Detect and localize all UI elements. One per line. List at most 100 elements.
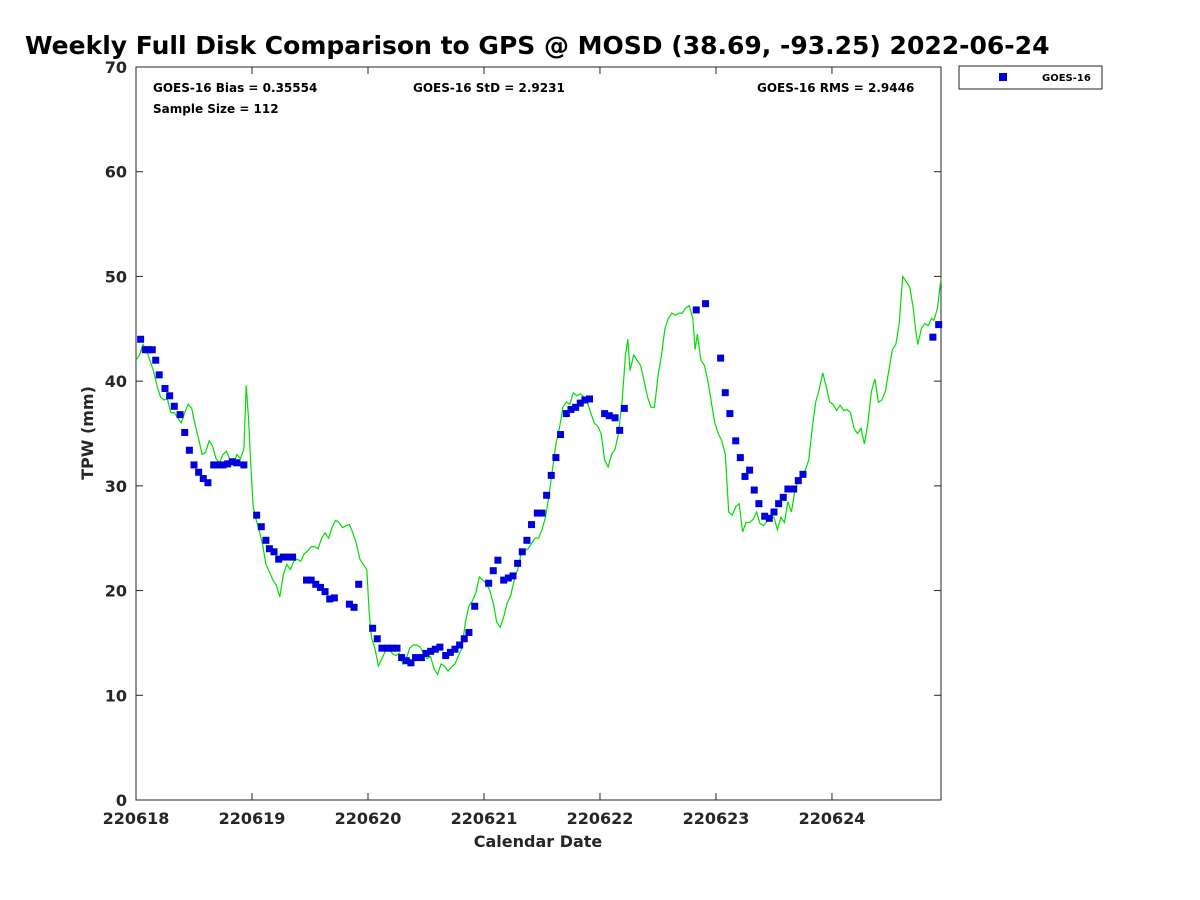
goes-16-point (557, 431, 565, 439)
goes-16-point (692, 306, 700, 314)
goes-16-point (465, 628, 473, 636)
goes-16-point (181, 428, 189, 436)
goes-16-point (228, 458, 236, 466)
goes-16-point (417, 654, 425, 662)
goes-16-point (240, 461, 248, 469)
goes-16-point (185, 446, 193, 454)
goes-16-point (431, 645, 439, 653)
x-axis-ticks: 220618 220619 220620 220621 220622 220623 2206… (103, 67, 866, 828)
goes-16-point (422, 649, 430, 657)
goes-16-point (412, 654, 420, 662)
goes-16-point (284, 553, 292, 561)
goes-16-point (611, 414, 619, 422)
goes-16-point (514, 559, 522, 567)
plot-area: 0 10 20 30 40 50 60 70 220618 220619 220620 220621… (103, 58, 943, 828)
goes-16-point (605, 412, 613, 420)
goes-16-point (616, 426, 624, 434)
goes-16-point (761, 512, 769, 520)
goes-16-point (929, 333, 937, 341)
x-axis-label: Calendar Date (474, 832, 603, 851)
goes-16-point (750, 486, 758, 494)
goes-16-point (790, 485, 798, 493)
x-tick-label: 220624 (799, 809, 866, 828)
goes-16-point (427, 647, 435, 655)
goes-16-point (494, 556, 502, 564)
y-axis-ticks: 0 10 20 30 40 50 60 70 (105, 58, 941, 810)
goes-16-point (373, 635, 381, 643)
goes-16-point (166, 392, 174, 400)
series-layer (135, 274, 943, 676)
goes-16-point (262, 536, 270, 544)
goes-16-point (388, 644, 396, 652)
goes-16-point (378, 644, 386, 652)
y-tick-label: 10 (105, 686, 127, 705)
goes-16-point (148, 346, 156, 354)
y-tick-label: 60 (105, 163, 127, 182)
goes-16-point (233, 459, 241, 467)
goes-16-point (471, 602, 479, 610)
goes-16-point (219, 461, 227, 469)
goes-16-point (765, 514, 773, 522)
goes-16-point (303, 576, 311, 584)
goes-16-point (755, 500, 763, 508)
legend-box (958, 65, 1103, 90)
goes-16-point (736, 454, 744, 462)
y-tick-label: 20 (105, 582, 127, 601)
goes-16-point (316, 583, 324, 591)
goes-16-point (451, 645, 459, 653)
legend-marker (999, 73, 1007, 81)
goes-16-point (369, 624, 377, 632)
goes-16-point (257, 523, 265, 531)
goes-16-point (407, 659, 415, 667)
rms-stat: GOES-16 RMS = 2.9446 (757, 81, 914, 95)
goes-16-point (214, 461, 222, 469)
goes-16-point (442, 651, 450, 659)
goes-16-point (775, 500, 783, 508)
goes-16-point (270, 548, 278, 556)
goes-16-point (586, 395, 594, 403)
goes-16-point (504, 574, 512, 582)
goes-16-point (355, 580, 363, 588)
goes-16-point (456, 641, 464, 649)
goes-16-point (176, 411, 184, 419)
goes-16-point (620, 404, 628, 412)
goes-16-point (799, 470, 807, 478)
bias-stat: GOES-16 Bias = 0.35554 (153, 81, 317, 95)
x-tick-label: 220620 (335, 809, 402, 828)
goes-16-point (572, 403, 580, 411)
goes-16-point (794, 477, 802, 485)
goes-16-point (726, 410, 734, 418)
goes-16-point (509, 572, 517, 580)
goes-16-point (155, 371, 163, 379)
goes-16-point (935, 321, 943, 329)
x-tick-label: 220623 (683, 809, 750, 828)
goes-16-point (190, 461, 198, 469)
goes-16-point (500, 576, 508, 584)
goes-16-point (398, 654, 406, 662)
goes-16-point (784, 485, 792, 493)
goes-16-point (402, 657, 410, 665)
goes-16-point (170, 402, 178, 410)
goes-16-point (199, 475, 207, 483)
plot-frame (135, 66, 942, 801)
gps-series-line (135, 274, 942, 676)
goes-16-point (253, 511, 261, 519)
goes-16-point (321, 588, 329, 596)
goes-16-point (779, 493, 787, 501)
goes-16-point (717, 354, 725, 362)
y-tick-label: 70 (105, 58, 127, 77)
goes-16-point (460, 635, 468, 643)
goes-16-point (528, 521, 536, 529)
goes-16-point (289, 553, 297, 561)
x-tick-label: 220621 (451, 809, 518, 828)
goes-16-point (547, 471, 555, 479)
goes-16-point (485, 579, 493, 587)
chart-title: Weekly Full Disk Comparison to GPS @ MOS… (25, 31, 1049, 60)
goes-16-point (518, 548, 526, 556)
goes-16-point (436, 643, 444, 651)
goes-16-point (446, 648, 454, 656)
goes-16-point (204, 479, 212, 487)
goes-16-point (702, 300, 710, 308)
goes-16-point (312, 580, 320, 588)
